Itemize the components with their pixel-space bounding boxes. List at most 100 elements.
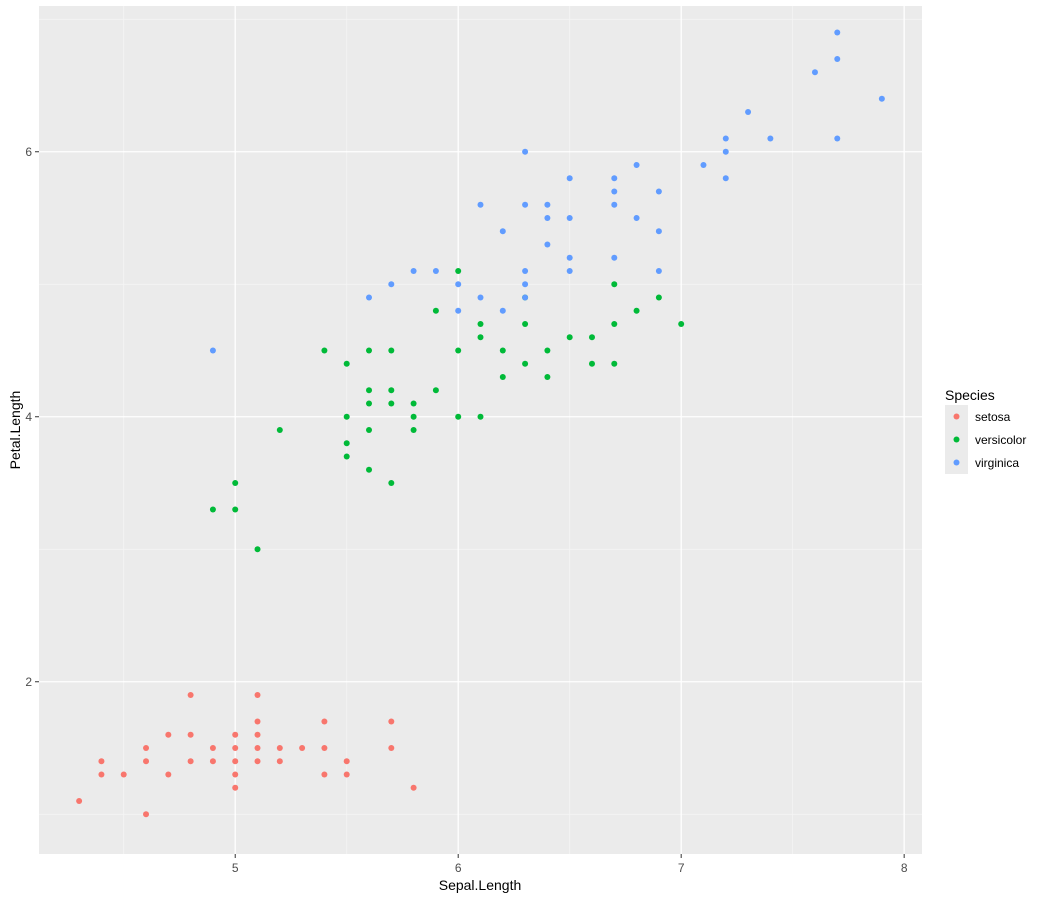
point-virginica bbox=[633, 215, 640, 221]
point-versicolor bbox=[343, 440, 350, 447]
point-setosa bbox=[232, 758, 239, 765]
point-setosa bbox=[209, 758, 216, 765]
point-versicolor bbox=[477, 334, 484, 341]
point-versicolor bbox=[388, 387, 395, 394]
point-versicolor bbox=[588, 360, 595, 367]
x-tick-label: 8 bbox=[901, 861, 908, 875]
point-versicolor bbox=[343, 413, 350, 420]
legend-keys: setosa versicolor virginica bbox=[945, 405, 1026, 474]
point-virginica bbox=[388, 281, 395, 288]
point-versicolor bbox=[276, 427, 283, 433]
point-setosa bbox=[388, 718, 395, 725]
point-virginica bbox=[455, 281, 462, 288]
point-virginica bbox=[566, 268, 573, 274]
point-virginica bbox=[366, 294, 373, 301]
point-virginica bbox=[811, 69, 818, 76]
point-virginica bbox=[834, 56, 841, 62]
point-virginica bbox=[455, 307, 462, 314]
point-versicolor bbox=[366, 347, 373, 354]
point-setosa bbox=[343, 771, 350, 778]
point-virginica bbox=[477, 294, 484, 301]
point-versicolor bbox=[611, 360, 618, 367]
point-setosa bbox=[299, 745, 306, 751]
point-virginica bbox=[767, 135, 774, 142]
point-setosa bbox=[232, 784, 239, 791]
point-versicolor bbox=[477, 413, 484, 420]
point-versicolor bbox=[499, 347, 506, 354]
point-setosa bbox=[254, 758, 261, 765]
point-versicolor bbox=[432, 387, 439, 394]
point-setosa bbox=[209, 745, 216, 751]
point-virginica bbox=[499, 307, 506, 314]
point-setosa bbox=[165, 731, 172, 738]
point-virginica bbox=[834, 29, 841, 36]
point-setosa bbox=[76, 798, 83, 804]
point-virginica bbox=[745, 109, 752, 115]
plot-panel bbox=[39, 6, 922, 854]
point-versicolor bbox=[455, 413, 462, 420]
point-versicolor bbox=[566, 334, 573, 341]
point-setosa bbox=[343, 758, 350, 765]
x-tick-label: 7 bbox=[678, 861, 685, 875]
point-virginica bbox=[522, 148, 529, 155]
point-setosa bbox=[276, 745, 283, 751]
point-versicolor bbox=[455, 347, 462, 354]
point-setosa bbox=[143, 758, 150, 765]
point-versicolor bbox=[455, 268, 462, 274]
point-setosa bbox=[321, 771, 328, 778]
point-versicolor bbox=[611, 281, 618, 288]
point-versicolor bbox=[321, 347, 328, 354]
x-axis-title: Sepal.Length bbox=[439, 877, 522, 893]
point-versicolor bbox=[388, 347, 395, 354]
point-versicolor bbox=[366, 387, 373, 394]
point-virginica bbox=[566, 254, 573, 261]
point-versicolor bbox=[410, 400, 417, 407]
point-virginica bbox=[700, 162, 707, 168]
point-setosa bbox=[232, 771, 239, 778]
point-setosa bbox=[98, 771, 105, 778]
point-versicolor bbox=[209, 506, 216, 513]
legend: Species setosa versicolor virginica bbox=[945, 387, 1026, 474]
point-virginica bbox=[655, 268, 662, 274]
point-versicolor bbox=[655, 294, 662, 301]
point-versicolor bbox=[410, 413, 417, 420]
point-versicolor bbox=[388, 400, 395, 407]
point-versicolor bbox=[499, 374, 506, 380]
point-versicolor bbox=[522, 360, 529, 367]
point-virginica bbox=[566, 175, 573, 182]
legend-label-setosa: setosa bbox=[975, 410, 1011, 424]
point-virginica bbox=[522, 201, 529, 208]
point-virginica bbox=[522, 294, 529, 301]
point-setosa bbox=[98, 758, 105, 765]
point-versicolor bbox=[611, 321, 618, 327]
point-virginica bbox=[633, 162, 640, 168]
point-virginica bbox=[611, 254, 618, 261]
point-versicolor bbox=[388, 480, 395, 486]
point-setosa bbox=[254, 731, 261, 738]
legend-title: Species bbox=[945, 387, 995, 403]
point-virginica bbox=[477, 201, 484, 208]
point-virginica bbox=[522, 268, 529, 274]
point-setosa bbox=[143, 745, 150, 751]
point-virginica bbox=[522, 281, 529, 288]
minor-gridlines bbox=[39, 6, 922, 854]
point-versicolor bbox=[343, 453, 350, 460]
point-versicolor bbox=[588, 334, 595, 341]
y-tick-label: 6 bbox=[25, 145, 32, 159]
point-setosa bbox=[232, 745, 239, 751]
point-setosa bbox=[165, 771, 172, 778]
point-virginica bbox=[566, 215, 573, 221]
legend-label-virginica: virginica bbox=[975, 456, 1019, 470]
point-versicolor bbox=[366, 466, 373, 473]
point-versicolor bbox=[678, 321, 685, 327]
point-virginica bbox=[722, 148, 729, 155]
point-setosa bbox=[388, 745, 395, 751]
point-setosa bbox=[254, 718, 261, 725]
point-setosa bbox=[143, 811, 150, 818]
point-versicolor bbox=[544, 374, 551, 380]
point-setosa bbox=[410, 784, 417, 791]
point-versicolor bbox=[432, 307, 439, 314]
x-axis: 5 6 7 8 bbox=[232, 854, 908, 875]
point-virginica bbox=[432, 268, 439, 274]
